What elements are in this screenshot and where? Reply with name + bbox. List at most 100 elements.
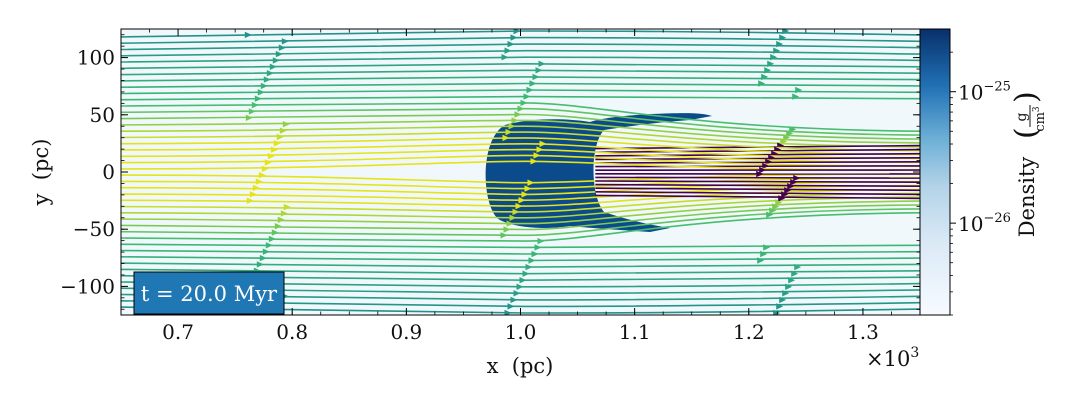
streamline-arrow (504, 309, 512, 315)
x-axis: 0.7 0.8 0.9 1.0 1.1 1.2 1.3 (120, 29, 921, 344)
annotation-text: t = 20.0 Myr (141, 282, 278, 306)
streamline (121, 300, 920, 308)
streamline-arrow (772, 203, 780, 210)
streamline-arrow (509, 214, 517, 221)
streamline-arrow (263, 76, 271, 83)
streamline-wake (595, 157, 920, 161)
streamline-arrow (267, 152, 275, 160)
x-tick-label: 1.1 (619, 320, 651, 344)
x-tick-label: 0.9 (390, 320, 422, 344)
streamline-arrow (510, 296, 518, 304)
streamline (121, 212, 920, 242)
streamline-arrow (779, 34, 787, 41)
streamline-arrow (275, 50, 283, 58)
streamline (121, 281, 920, 288)
streamline-wake (595, 165, 920, 168)
colorbar-unit-denominator: cm3 (1032, 106, 1048, 132)
streamline-arrow (530, 158, 538, 165)
streamline-arrow (279, 127, 287, 134)
streamline-arrow (274, 223, 282, 230)
streamline-wake (595, 194, 920, 200)
streamline (121, 188, 920, 207)
streamline-arrow (501, 54, 509, 61)
streamline-arrow (258, 172, 266, 179)
streamline-arrow (763, 244, 771, 251)
streamline-arrow (773, 47, 781, 54)
streamline-arrow (762, 162, 770, 170)
streamline-arrow (520, 99, 528, 107)
streamline-arrow (793, 174, 801, 182)
streamline-arrow (270, 146, 278, 153)
streamline-wake (595, 161, 920, 164)
colorbar-tick-label: 10−25 (958, 80, 1011, 105)
streamline-arrow (781, 191, 789, 198)
streamline (121, 243, 920, 249)
streamline-arrow (788, 277, 796, 284)
x-axis-label: x (pc) (487, 354, 554, 378)
streamline (121, 43, 920, 51)
streamline-arrow (535, 67, 543, 74)
streamline (121, 208, 920, 237)
streamline-arrow (538, 60, 546, 67)
streamline-arrow (795, 86, 803, 94)
colorbar-unit-numerator: g (1014, 112, 1030, 121)
streamline-arrow (505, 128, 513, 136)
streamline-arrow (276, 133, 284, 141)
streamline-arrow (526, 86, 534, 94)
streamline-arrow (532, 73, 540, 81)
colorbar-label: Density ( g cm3 ) (1009, 91, 1048, 237)
streamline-arrow (503, 226, 511, 233)
streamline-arrow (510, 34, 518, 41)
y-axis: 100 50 0 −50 −100 (60, 34, 920, 310)
streamline (121, 154, 920, 167)
streamline-arrow (528, 257, 536, 264)
streamline-wake (595, 180, 920, 183)
streamline-arrow (773, 309, 781, 315)
x-tick-label: 1.3 (847, 320, 879, 344)
streamline-arrow (271, 229, 279, 236)
streamline (121, 192, 920, 213)
streamline-arrow (248, 108, 256, 115)
streamline-arrow (782, 290, 790, 297)
x-tick-label: 0.8 (276, 320, 308, 344)
streamline-arrow (775, 199, 783, 206)
streamline (121, 89, 920, 95)
streamline (121, 56, 920, 63)
streamline-arrow (269, 63, 277, 70)
streamline-arrow (257, 89, 265, 96)
streamline-arrow (794, 263, 802, 271)
streamline (121, 160, 920, 171)
streamline (121, 196, 920, 219)
streamline-arrow (514, 111, 522, 118)
streamline-arrow (522, 270, 530, 277)
streamline (121, 287, 920, 295)
streamline-arrow (265, 242, 273, 249)
y-tick-label: 0 (102, 160, 115, 184)
streamline-arrow (515, 202, 523, 210)
streamline-arrow (790, 179, 798, 186)
colorbar-ticks: 10−26 10−25 (950, 51, 1011, 316)
streamline-arrow (529, 80, 537, 87)
streamline-arrow (516, 283, 524, 290)
streamline (121, 30, 920, 38)
streamline-arrow (779, 296, 787, 304)
x-tick-label: 1.2 (733, 320, 765, 344)
streamline-arrow (260, 82, 268, 90)
streamline (121, 137, 920, 156)
colorbar: 10−26 10−25 Density ( g cm3 ) (919, 28, 1048, 316)
streamline-arrow (756, 170, 764, 178)
streamline-arrow (251, 101, 259, 109)
streamline-arrow (513, 290, 521, 297)
y-tick-label: 100 (77, 46, 115, 70)
streamline-arrow (776, 40, 784, 48)
streamline (121, 76, 920, 82)
streamline-arrow (507, 40, 515, 48)
y-tick-label: −50 (73, 217, 115, 241)
streamline-arrow (527, 179, 535, 186)
streamline-arrow (764, 67, 772, 74)
streamline-arrow (537, 237, 545, 245)
streamline-arrow (506, 220, 514, 227)
streamline-arrow (249, 191, 257, 198)
streamline-arrow (508, 123, 516, 130)
y-axis-label: y (pc) (29, 139, 53, 207)
